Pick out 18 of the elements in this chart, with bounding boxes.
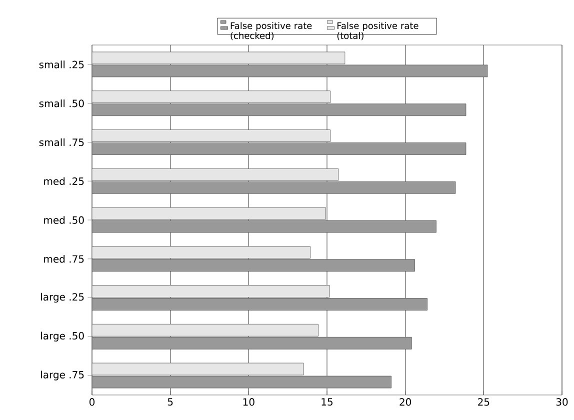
y-tick-label: large .25 [41, 292, 84, 303]
y-tick-label: small .75 [39, 138, 84, 146]
x-tick-label: 10 [243, 398, 254, 406]
y-tick-label: med .75 [44, 255, 84, 263]
y-tick-label: med .50 [44, 216, 84, 224]
x-tick-label: 25 [478, 398, 490, 406]
x-tick-label: 20 [400, 398, 412, 406]
y-tick-label: small .25 [39, 60, 84, 68]
x-tick-label: 15 [322, 398, 332, 406]
y-tick-label: small .50 [39, 99, 84, 108]
y-tick-label: med .25 [44, 177, 84, 185]
legend-label: False positive rate (total) [337, 22, 418, 40]
legend-label: False positive rate (checked) [230, 22, 312, 40]
x-tick-label: 30 [556, 398, 568, 406]
x-tick-label: 5 [168, 398, 173, 406]
y-tick-label: large .75 [41, 370, 84, 380]
y-tick-label: large .50 [41, 332, 84, 342]
x-tick-label: 0 [89, 398, 95, 406]
